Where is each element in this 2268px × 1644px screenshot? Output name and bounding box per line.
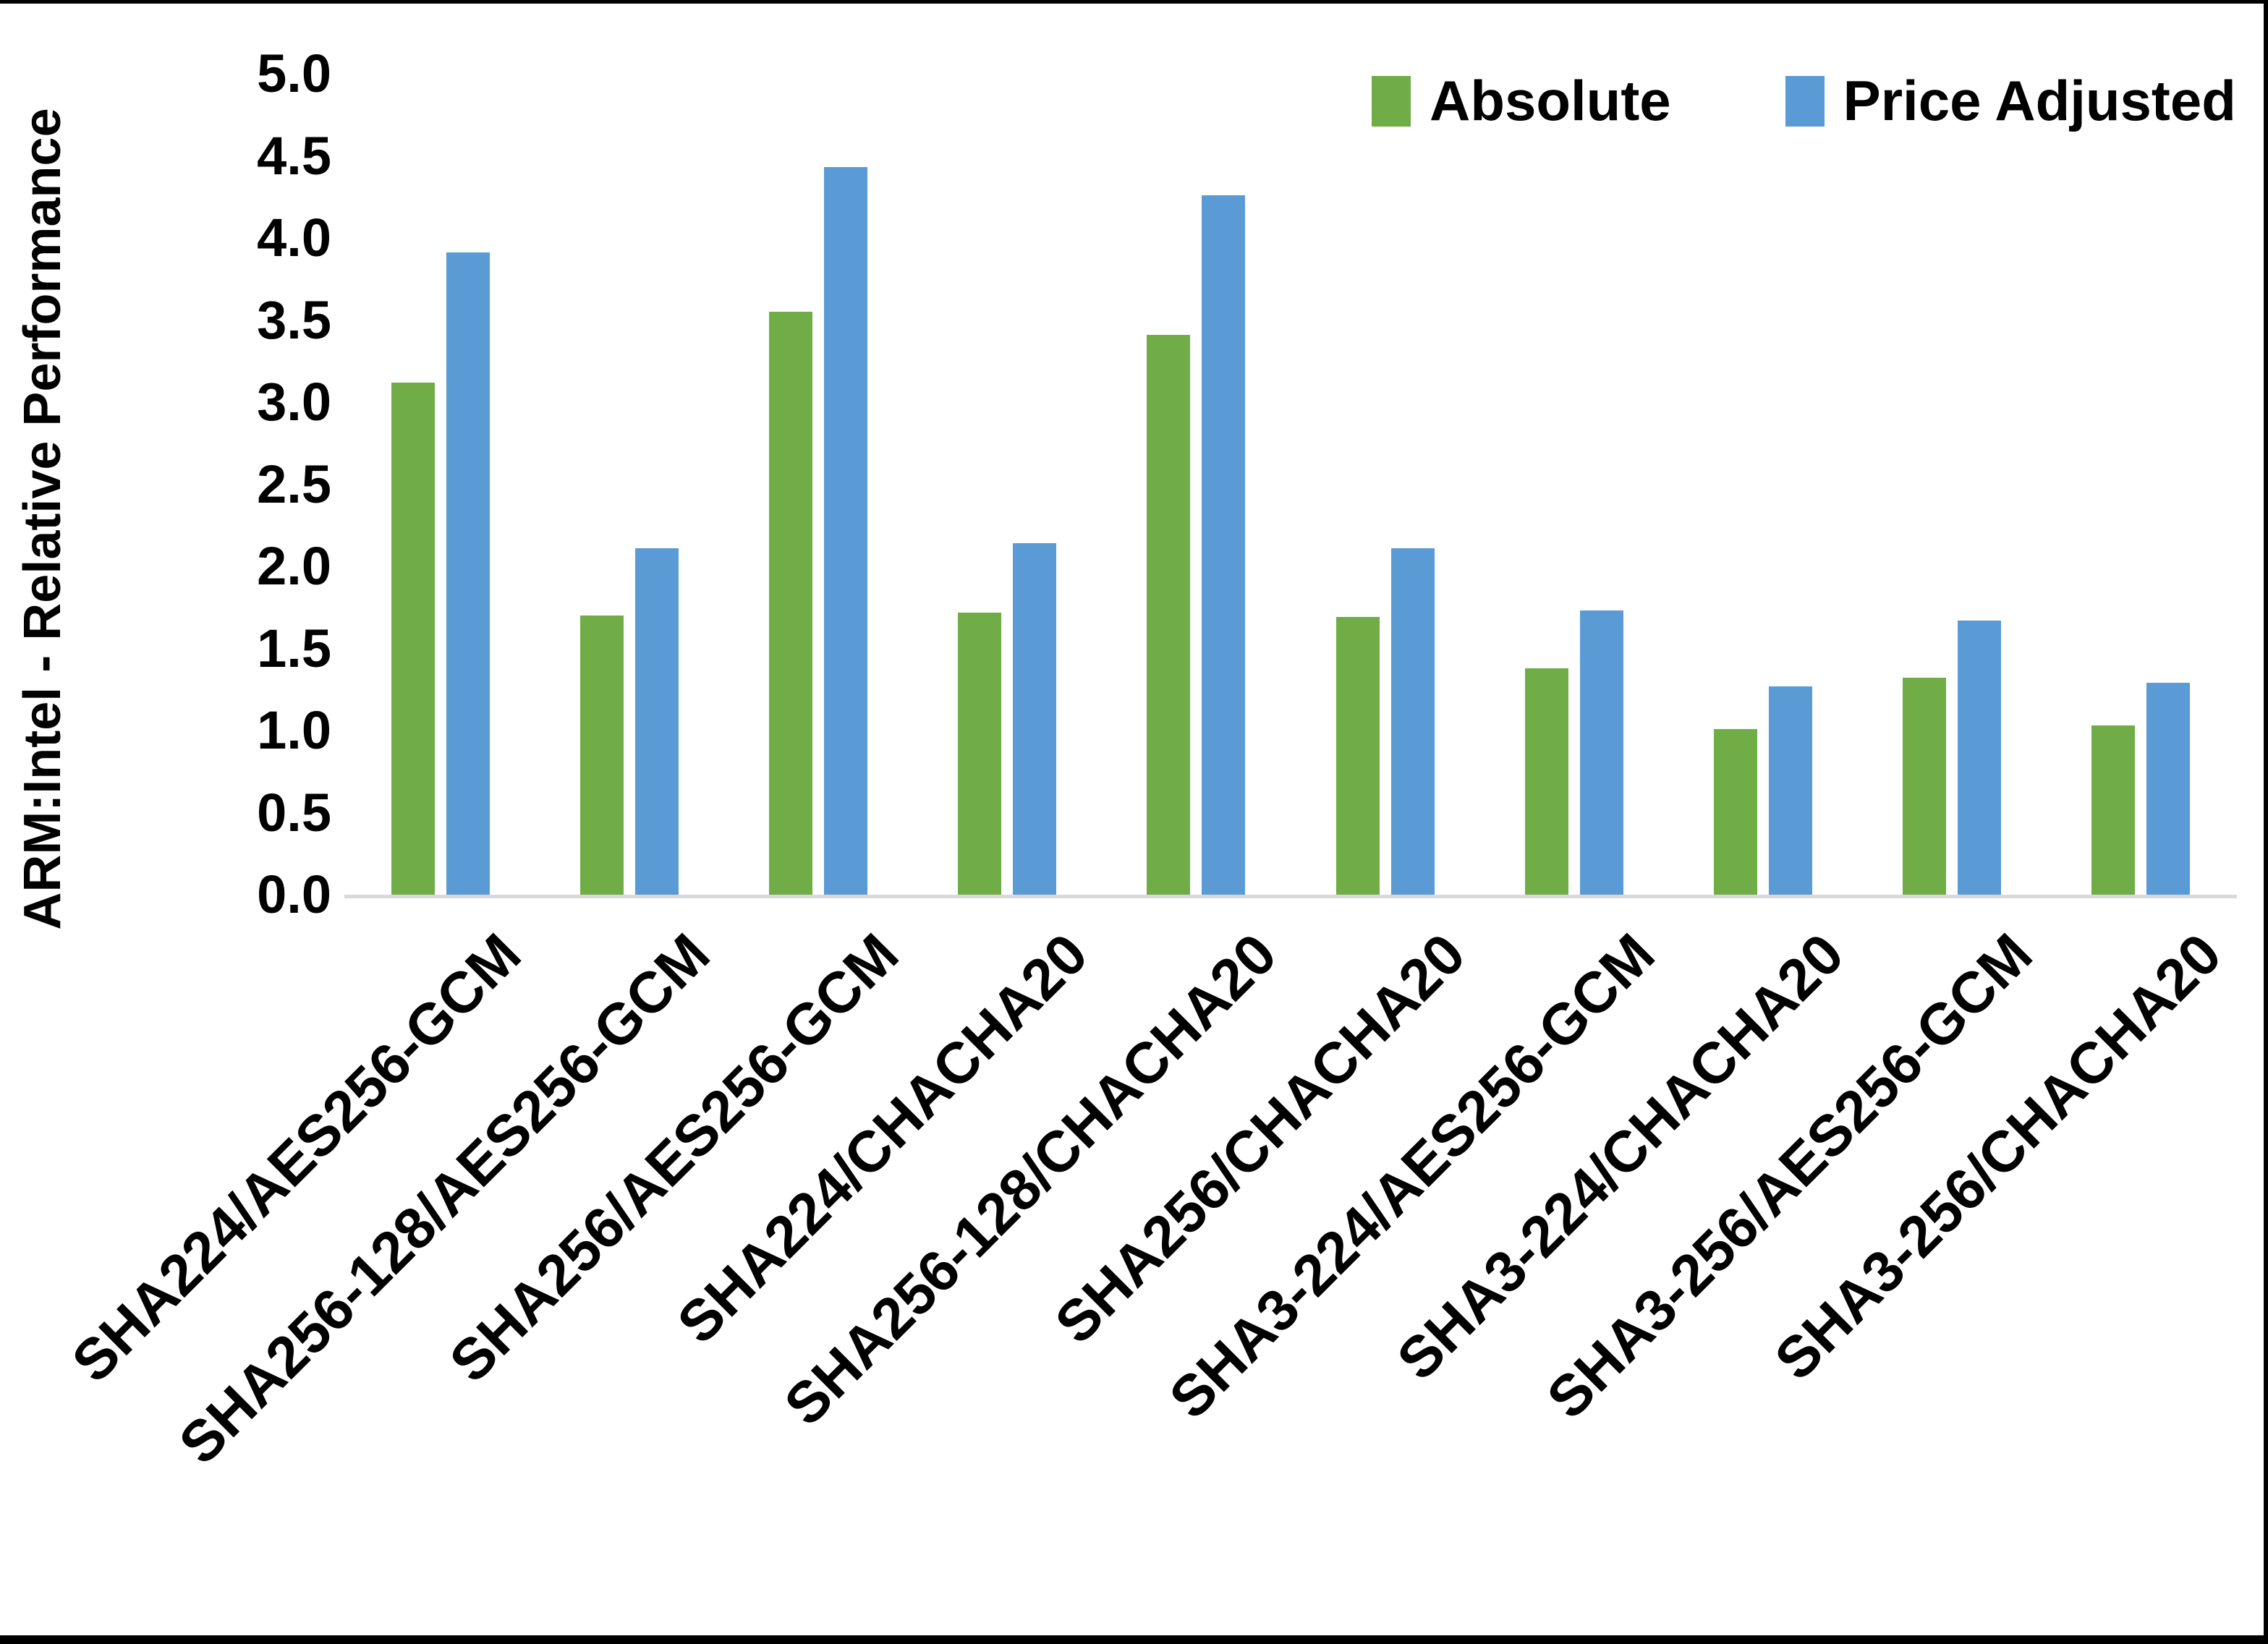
category-group bbox=[1668, 74, 1857, 895]
x-axis-label: SHA256/CHACHA20 bbox=[1042, 921, 1478, 1356]
y-tick-label: 1.5 bbox=[257, 618, 331, 678]
category-group bbox=[1479, 74, 1668, 895]
category-group bbox=[1858, 74, 2047, 895]
legend-label-absolute: Absolute bbox=[1430, 69, 1671, 132]
y-tick-label: 3.5 bbox=[257, 289, 331, 350]
plot-area bbox=[346, 74, 2235, 895]
bar-price-adjusted bbox=[446, 252, 490, 895]
legend-swatch-absolute bbox=[1372, 76, 1411, 127]
x-axis-label: SHA3-224/AES256-GCM bbox=[1157, 921, 1667, 1431]
y-axis-ticks: 5.0 4.5 4.0 3.5 3.0 2.5 2.0 1.5 1.0 0.5 0.0 bbox=[0, 4, 331, 1635]
x-axis-label: SHA256/AES256-GCM bbox=[437, 921, 911, 1394]
bar-price-adjusted bbox=[824, 167, 867, 895]
x-axis-label: SHA3-224/CHACHA20 bbox=[1384, 921, 1856, 1392]
legend-label-price-adjusted: Price Adjusted bbox=[1843, 69, 2236, 132]
bar-price-adjusted bbox=[1390, 548, 1435, 895]
y-tick-label: 3.0 bbox=[257, 372, 331, 432]
bar-absolute bbox=[579, 616, 624, 895]
category-group bbox=[913, 74, 1102, 895]
bar-absolute bbox=[391, 382, 435, 895]
bar-absolute bbox=[1714, 728, 1758, 895]
legend-swatch-price-adjusted bbox=[1785, 76, 1825, 127]
bar-price-adjusted bbox=[1958, 620, 2002, 895]
bar-absolute bbox=[1524, 668, 1568, 895]
y-tick-label: 4.5 bbox=[257, 125, 331, 186]
bar-absolute bbox=[1335, 617, 1380, 895]
bar-price-adjusted bbox=[1579, 610, 1623, 895]
y-tick-label: 2.0 bbox=[257, 536, 331, 596]
x-axis-label: SHA256-128/CHACHA20 bbox=[772, 921, 1289, 1438]
y-tick-label: 5.0 bbox=[257, 43, 331, 103]
category-group bbox=[346, 74, 535, 895]
bar-price-adjusted bbox=[1769, 686, 1813, 895]
bar-absolute bbox=[769, 312, 812, 895]
bar-price-adjusted bbox=[1202, 195, 1246, 895]
bar-absolute bbox=[2091, 725, 2136, 895]
x-axis-line bbox=[344, 895, 2237, 898]
y-tick-label: 0.0 bbox=[257, 864, 331, 924]
category-group bbox=[2047, 74, 2235, 895]
y-tick-label: 1.0 bbox=[257, 700, 331, 760]
legend-item-price-adjusted: Price Adjusted bbox=[1785, 67, 2236, 134]
category-group bbox=[1291, 74, 1479, 895]
category-group bbox=[1102, 74, 1291, 895]
y-tick-label: 0.5 bbox=[257, 782, 331, 843]
category-group bbox=[535, 74, 723, 895]
bar-absolute bbox=[958, 612, 1002, 895]
bar-price-adjusted bbox=[1013, 543, 1057, 895]
x-axis-label: SHA3-256/AES256-GCM bbox=[1534, 921, 2044, 1431]
legend-item-absolute: Absolute bbox=[1372, 67, 1671, 134]
x-axis-label: SHA3-256/CHACHA20 bbox=[1762, 921, 2234, 1392]
legend: Absolute Price Adjusted bbox=[1372, 67, 2236, 134]
bar-price-adjusted bbox=[2146, 683, 2191, 895]
x-axis-label: SHA224/CHACHA20 bbox=[665, 921, 1100, 1356]
category-group bbox=[723, 74, 912, 895]
y-tick-label: 2.5 bbox=[257, 453, 331, 514]
y-tick-label: 4.0 bbox=[257, 208, 331, 268]
bar-absolute bbox=[1903, 678, 1947, 895]
bar-absolute bbox=[1147, 334, 1191, 895]
bar-price-adjusted bbox=[634, 548, 679, 895]
